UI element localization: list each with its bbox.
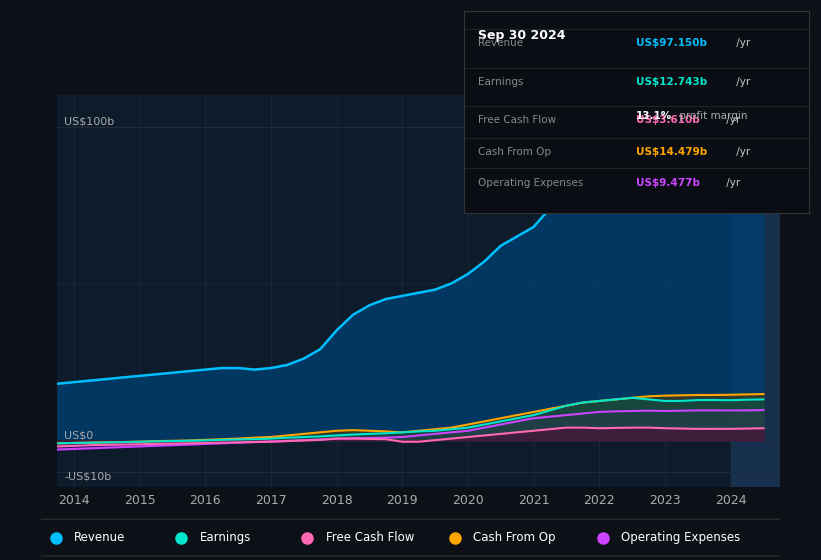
Text: US$100b: US$100b [64, 116, 114, 127]
Text: Revenue: Revenue [75, 531, 126, 544]
Text: /yr: /yr [733, 147, 750, 157]
Text: Revenue: Revenue [478, 39, 523, 49]
Text: /yr: /yr [733, 77, 750, 87]
Text: Earnings: Earnings [200, 531, 251, 544]
Text: US$12.743b: US$12.743b [636, 77, 708, 87]
Text: profit margin: profit margin [676, 111, 747, 121]
Text: US$3.610b: US$3.610b [636, 115, 700, 125]
Text: US$97.150b: US$97.150b [636, 39, 707, 49]
Text: Operating Expenses: Operating Expenses [621, 531, 741, 544]
Text: US$0: US$0 [64, 430, 94, 440]
Text: Operating Expenses: Operating Expenses [478, 178, 583, 188]
Text: Cash From Op: Cash From Op [478, 147, 551, 157]
Bar [731, 95, 780, 487]
Text: Cash From Op: Cash From Op [474, 531, 556, 544]
Text: US$9.477b: US$9.477b [636, 178, 700, 188]
Text: -US$10b: -US$10b [64, 472, 112, 482]
Text: 13.1%: 13.1% [636, 111, 672, 121]
Text: /yr: /yr [723, 178, 741, 188]
Text: US$14.479b: US$14.479b [636, 147, 708, 157]
Text: Free Cash Flow: Free Cash Flow [325, 531, 414, 544]
Text: Earnings: Earnings [478, 77, 523, 87]
Text: /yr: /yr [733, 39, 750, 49]
Text: /yr: /yr [723, 115, 741, 125]
Text: Free Cash Flow: Free Cash Flow [478, 115, 556, 125]
Text: Sep 30 2024: Sep 30 2024 [478, 29, 565, 43]
